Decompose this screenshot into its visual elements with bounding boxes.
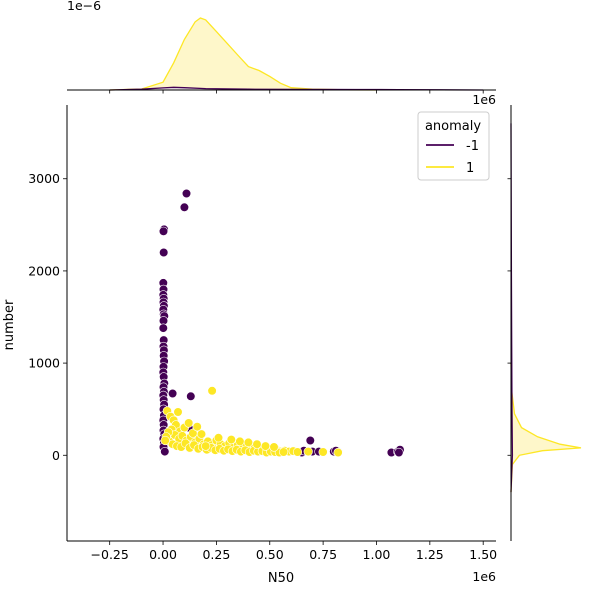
scatter-point-pos1 (279, 447, 289, 457)
scatter-point-neg1 (158, 323, 168, 333)
scatter-point-pos1 (226, 435, 236, 445)
x-tick-label: 0.00 (149, 547, 177, 562)
scatter-point-pos1 (192, 422, 202, 432)
scatter-point-pos1 (260, 441, 271, 451)
y-tick-label: 0 (52, 448, 60, 463)
scatter-point-neg1 (186, 391, 196, 401)
scatter-point-pos1 (184, 418, 194, 428)
scatter-point-pos1 (207, 386, 217, 396)
x-tick-label: 1.50 (469, 547, 497, 562)
y-tick-label: 3000 (28, 171, 60, 186)
axes: −0.25 0.00 0.25 0.50 0.75 1.00 1.25 1.50 0 1000 20… (28, 105, 497, 562)
x-tick-label: 0.75 (309, 547, 337, 562)
scatter-point-neg1 (158, 226, 169, 236)
scatter-point-pos1 (173, 407, 183, 417)
scatter-point-neg1 (168, 388, 178, 399)
scatter-point-neg1 (394, 447, 404, 458)
legend-frame (417, 111, 490, 181)
scatter-point-neg1 (179, 202, 189, 212)
marginal-x-curve-1 (109, 17, 377, 91)
scatter-point-pos1 (318, 447, 328, 457)
scatter-point-pos1 (235, 436, 245, 447)
marginal-x-offset-text: 1e−6 (67, 0, 101, 13)
y-axis-label: number (2, 299, 17, 350)
y-tick-label: 1000 (28, 356, 60, 371)
x-tick-label: −0.25 (91, 547, 129, 562)
legend-title: anomaly (425, 119, 481, 134)
marginal-x-kde (67, 17, 496, 94)
scatter-point-neg1 (159, 247, 169, 258)
x-tick-label: 0.50 (256, 547, 284, 562)
x-offset-text: 1e6 (472, 569, 496, 584)
scatter-point-pos1 (201, 441, 211, 451)
x-tick-label: 1.25 (416, 547, 444, 562)
scatter-point-pos1 (213, 433, 224, 443)
x-tick-label: 0.25 (202, 547, 230, 562)
marginal-x-fill-1 (109, 18, 377, 90)
scatter-point-neg1 (305, 435, 315, 446)
scatter-point-neg1 (181, 188, 192, 199)
marginal-x-fill--1 (109, 87, 484, 90)
scatter-point-pos1 (196, 429, 207, 439)
marginal-y-kde (507, 105, 582, 541)
legend-label-neg1: -1 (466, 139, 479, 154)
scatter-point-pos1 (160, 435, 170, 446)
legend: anomaly -1 1 (417, 111, 490, 181)
legend-label-pos1: 1 (466, 161, 474, 176)
marginal-y-curve-1 (510, 363, 582, 493)
scatter-point-pos1 (252, 439, 262, 449)
scatter-point-pos1 (303, 447, 313, 457)
x-tick-label: 1.00 (363, 547, 391, 562)
scatter-points (158, 188, 405, 458)
marginal-y-offset-text: 1e6 (472, 92, 496, 107)
scatter-point-pos1 (292, 447, 303, 457)
y-tick-label: 2000 (28, 263, 60, 278)
x-axis-label: N50 (268, 571, 294, 586)
scatter-point-pos1 (243, 437, 253, 448)
scatter-point-pos1 (269, 442, 279, 452)
scatter-point-neg1 (160, 447, 170, 457)
scatter-point-pos1 (333, 447, 343, 458)
